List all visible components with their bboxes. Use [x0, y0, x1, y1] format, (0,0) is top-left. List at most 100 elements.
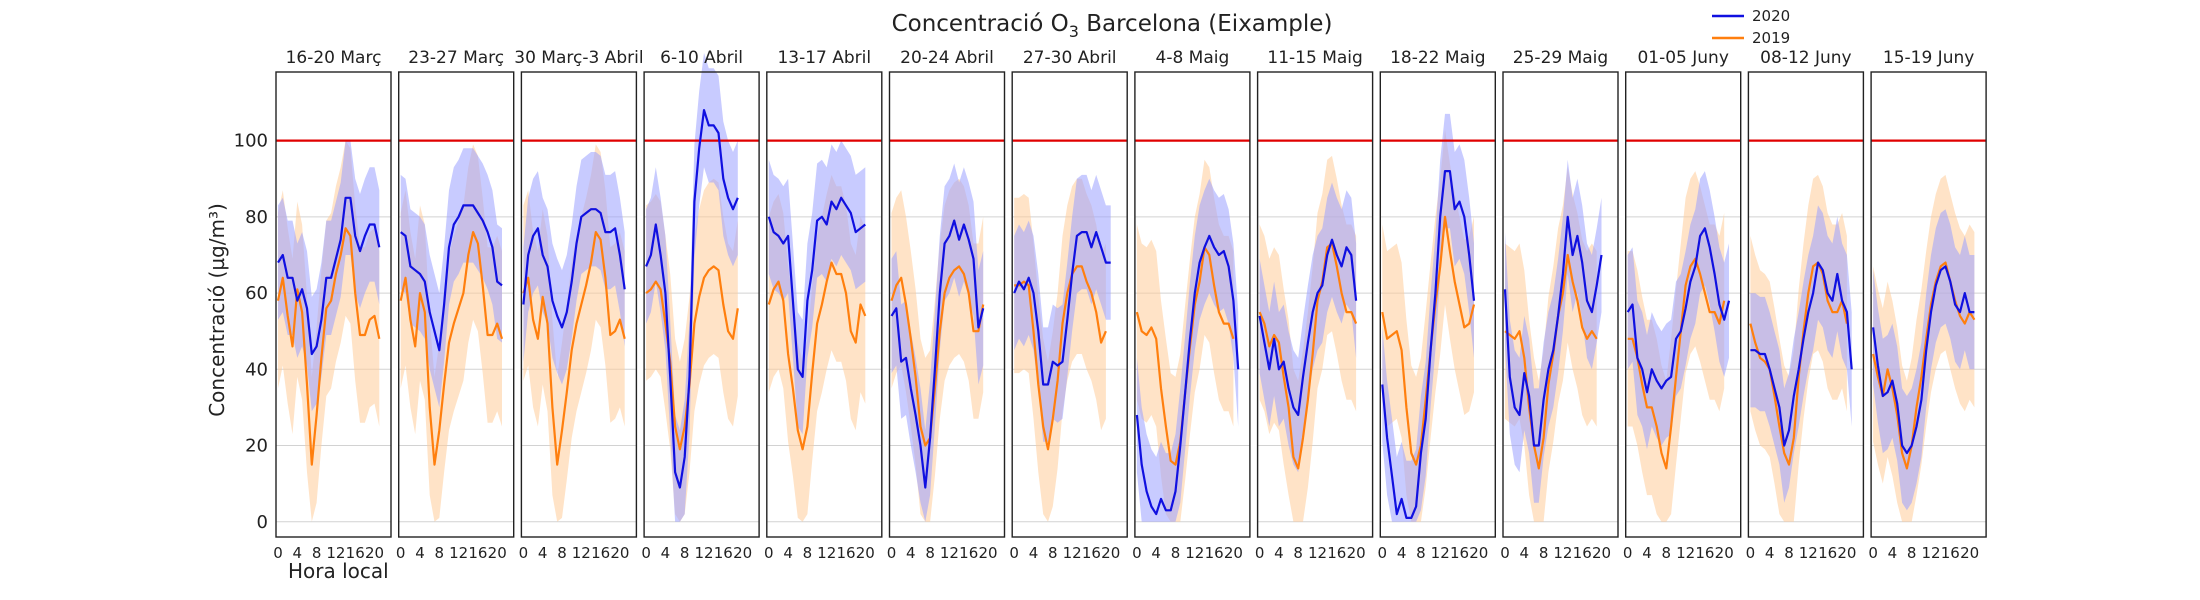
panel-frame: [888, 71, 1006, 538]
series-2019-line: [399, 231, 504, 466]
x-axis-label: Hora local: [288, 559, 389, 583]
panel-frame: [1747, 71, 1865, 538]
x-tick-label: 16: [591, 544, 610, 562]
x-tick-label: 20: [1592, 544, 1611, 562]
x-tick-label: 16: [1450, 544, 1469, 562]
panel-frame: [1256, 71, 1374, 538]
x-tick-label: 20: [1469, 544, 1488, 562]
x-tick-label: 12: [449, 544, 468, 562]
series-2019-line: [522, 231, 626, 466]
series-2020-line: [1872, 265, 1975, 455]
x-tick-label: 4: [415, 544, 425, 562]
series-2020-line: [1750, 261, 1853, 447]
series-2020-line: [1013, 231, 1111, 386]
series-2020-line: [890, 219, 985, 489]
y-tick-label: 80: [245, 207, 268, 228]
x-tick-label: 0: [1623, 544, 1633, 562]
x-tick-label: 4: [1520, 544, 1530, 562]
y-axis-label: Concentració (µg/m³): [205, 203, 229, 417]
panel: 23-27 Març 0 4 8 12 16 20: [396, 48, 515, 562]
series-2020-line: [400, 204, 503, 352]
panel: 01-05 Juny 0 4 8 12 16 20: [1623, 48, 1742, 562]
panel-frame: [1379, 71, 1497, 538]
panel-title: 15-19 Juny: [1883, 48, 1974, 68]
x-tick-label: 16: [714, 544, 733, 562]
band-2020: [1382, 113, 1474, 522]
x-tick-label: 4: [906, 544, 916, 562]
panel-title: 25-29 Maig: [1513, 48, 1608, 68]
x-tick-label: 0: [1868, 544, 1878, 562]
series-2019-line: [1504, 253, 1598, 470]
legend-label-2019: 2019: [1752, 29, 1790, 47]
panel-title: 13-17 Abril: [777, 48, 871, 68]
x-tick-label: 0: [1746, 544, 1756, 562]
x-tick-label: 16: [1818, 544, 1837, 562]
panel-frame: [1870, 71, 1987, 538]
series-2020-line: [645, 108, 739, 489]
x-tick-label: 4: [1151, 544, 1161, 562]
series-2020-line: [767, 196, 866, 378]
panel-title: 30 Març-3 Abril: [514, 48, 643, 68]
x-tick-label: 20: [1715, 544, 1734, 562]
chart-title-main: Concentració O: [892, 11, 1069, 37]
band-2020: [1136, 178, 1239, 522]
panel-title: 27-30 Abril: [1023, 48, 1117, 68]
x-tick-label: 8: [435, 544, 445, 562]
x-tick-label: 8: [1171, 544, 1181, 562]
x-tick-label: 0: [396, 544, 406, 562]
panel: 16-20 Març 0 4 8 12 16 20: [273, 48, 392, 562]
x-tick-label: 8: [1784, 544, 1794, 562]
panel-frame: [520, 71, 638, 538]
x-tick-label: 4: [1642, 544, 1652, 562]
panel-frame: [398, 71, 515, 538]
series-2020-line: [522, 208, 626, 329]
panel: 11-15 Maig 0 4 8 12 16 20: [1255, 48, 1374, 562]
panel-title: 16-20 Març: [286, 48, 382, 68]
panel-title: 23-27 Març: [408, 48, 504, 68]
x-tick-label: 8: [1048, 544, 1058, 562]
x-tick-label: 20: [1960, 544, 1979, 562]
chart-title-rest: Barcelona (Eixample): [1079, 11, 1333, 37]
x-tick-label: 20: [1837, 544, 1856, 562]
x-tick-label: 8: [925, 544, 935, 562]
x-tick-label: 8: [1539, 544, 1549, 562]
panel-title: 20-24 Abril: [900, 48, 994, 68]
x-tick-label: 4: [1888, 544, 1898, 562]
x-tick-label: 8: [1416, 544, 1426, 562]
panel-frame: [1134, 71, 1251, 538]
x-tick-label: 20: [1101, 544, 1120, 562]
x-tick-label: 16: [1941, 544, 1960, 562]
series-2020-line: [1135, 234, 1240, 516]
x-tick-label: 12: [940, 544, 959, 562]
y-tick-label: 100: [234, 131, 268, 152]
x-tick-label: 8: [1907, 544, 1917, 562]
series-2019-line: [276, 227, 381, 466]
x-tick-label: 16: [1573, 544, 1592, 562]
x-tick-label: 0: [273, 544, 283, 562]
x-tick-label: 12: [1676, 544, 1695, 562]
x-tick-label: 16: [836, 544, 855, 562]
series-2020-line: [1258, 238, 1358, 417]
panel-frame: [643, 71, 760, 538]
chart-title-subscript: 3: [1069, 22, 1079, 41]
legend: 2020 2019: [1712, 7, 1790, 47]
panel: 4-8 Maig 0 4 8 12 16 20: [1132, 48, 1251, 562]
series-2019-line: [890, 265, 985, 447]
x-tick-label: 16: [1082, 544, 1101, 562]
x-tick-label: 20: [1347, 544, 1366, 562]
x-tick-label: 20: [488, 544, 507, 562]
x-tick-label: 16: [1205, 544, 1224, 562]
x-tick-label: 8: [1293, 544, 1303, 562]
legend-label-2020: 2020: [1752, 7, 1790, 25]
x-tick-label: 8: [312, 544, 322, 562]
panel-frame: [766, 71, 883, 538]
x-tick-label: 16: [468, 544, 487, 562]
band-2020: [768, 140, 866, 435]
band-2020: [1259, 182, 1357, 473]
x-tick-label: 20: [365, 544, 384, 562]
y-tick-label: 20: [245, 436, 268, 457]
series-2019-line: [1014, 265, 1107, 451]
x-tick-label: 12: [817, 544, 836, 562]
x-tick-label: 4: [293, 544, 303, 562]
